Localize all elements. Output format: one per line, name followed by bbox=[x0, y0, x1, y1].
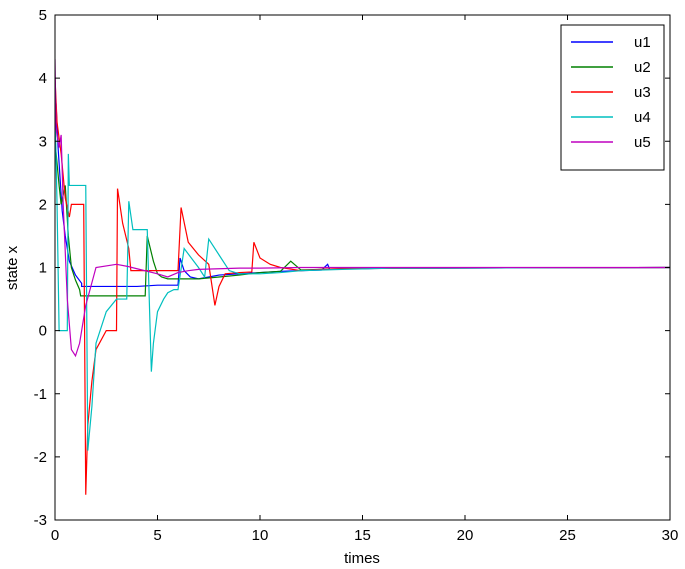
y-tick-label: -3 bbox=[34, 512, 47, 529]
series-line-u3 bbox=[55, 78, 670, 495]
series-layer bbox=[55, 59, 670, 495]
x-tick-label: 20 bbox=[457, 527, 474, 544]
y-tick-label: 4 bbox=[39, 70, 47, 87]
y-tick-label: 1 bbox=[39, 260, 47, 277]
series-line-u2 bbox=[55, 141, 670, 297]
legend-box bbox=[560, 24, 665, 171]
legend-label-u3: u3 bbox=[634, 84, 651, 101]
tick-layer: 0 5 10 15 20 25 30 -3 -2 -1 0 1 2 3 4 5 bbox=[34, 7, 679, 544]
series-line-u5 bbox=[55, 59, 670, 358]
y-tick-label: -2 bbox=[34, 449, 47, 466]
y-tick-label: -1 bbox=[34, 386, 47, 403]
legend-label-u5: u5 bbox=[634, 134, 651, 151]
x-tick-label: 25 bbox=[559, 527, 576, 544]
y-axis-title: state x bbox=[4, 245, 21, 290]
series-line-u4 bbox=[55, 109, 670, 451]
x-axis-title: times bbox=[344, 550, 380, 567]
x-tick-label: 0 bbox=[51, 527, 59, 544]
legend-label-u1: u1 bbox=[634, 34, 651, 51]
legend-label-u4: u4 bbox=[634, 109, 651, 126]
legend-label-u2: u2 bbox=[634, 59, 651, 76]
x-tick-label: 10 bbox=[252, 527, 269, 544]
y-tick-label: 3 bbox=[39, 133, 47, 150]
y-tick-label: 5 bbox=[39, 7, 47, 24]
legend: u1 u2 u3 u4 u5 bbox=[560, 24, 665, 171]
x-tick-label: 5 bbox=[153, 527, 161, 544]
x-tick-label: 15 bbox=[354, 527, 371, 544]
x-tick-label: 30 bbox=[662, 527, 679, 544]
y-tick-label: 0 bbox=[39, 323, 47, 340]
y-tick-label: 2 bbox=[39, 196, 47, 213]
